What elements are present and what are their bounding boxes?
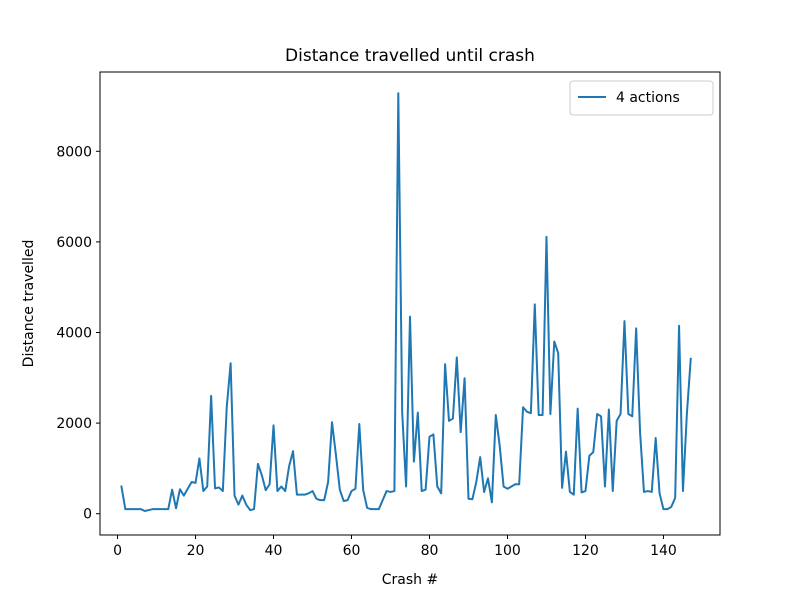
series-line-0: [120, 92, 692, 512]
y-axis-label: Distance travelled: [21, 240, 37, 368]
y-tick-label-6000: 6000: [56, 235, 92, 251]
axes-frame: [99, 71, 721, 536]
y-tick-label-8000: 8000: [56, 144, 92, 160]
y-axis-ticks: 0 2000 4000 6000 8000: [56, 144, 100, 523]
x-tick-label-120: 120: [572, 543, 599, 559]
x-tick-label-40: 40: [265, 543, 283, 559]
plot-area: [99, 71, 721, 536]
legend-frame: [569, 80, 714, 116]
x-tick-label-0: 0: [113, 543, 122, 559]
y-tick-label-2000: 2000: [56, 416, 92, 432]
x-tick-label-80: 80: [421, 543, 439, 559]
y-tick-label-0: 0: [83, 507, 92, 523]
x-tick-label-140: 140: [650, 543, 677, 559]
series-layer: [120, 92, 692, 512]
x-tick-label-60: 60: [343, 543, 361, 559]
y-tick-label-4000: 4000: [56, 325, 92, 341]
legend: 4 actions: [569, 80, 714, 116]
x-axis-label: Crash #: [382, 572, 438, 588]
chart-title: Distance travelled until crash: [285, 46, 535, 66]
x-tick-label-100: 100: [494, 543, 521, 559]
x-tick-label-20: 20: [187, 543, 205, 559]
x-axis-ticks: 0 20 40 60 80 100 120 140: [113, 535, 677, 559]
legend-label-4-actions: 4 actions: [616, 90, 680, 106]
plot-background: [100, 72, 720, 535]
